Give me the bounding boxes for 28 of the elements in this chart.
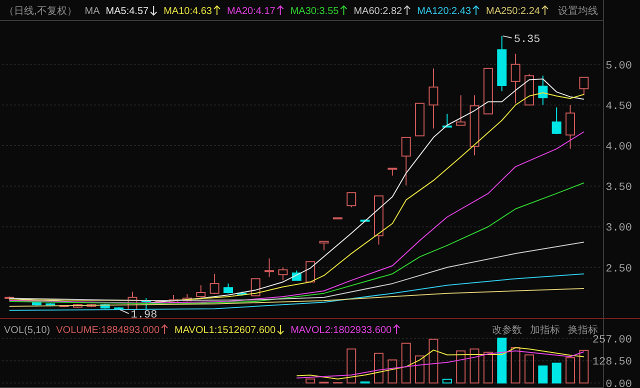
- y-tick-label: 2.50: [606, 263, 632, 276]
- y-tick-label: 4.50: [606, 100, 632, 113]
- annotation: 改参数: [492, 324, 522, 336]
- y-tick-label: 257.00: [592, 334, 632, 346]
- legend-label: MAVOL1:1512607.600: [174, 325, 276, 336]
- legend-label: MA5:4.57: [106, 6, 150, 17]
- legend-title: MA: [84, 6, 100, 17]
- text: 设置均线: [558, 5, 598, 17]
- chart-subtitle: （日线,不复权）: [4, 5, 77, 17]
- legend-label: MA60:2.82: [354, 6, 403, 17]
- y-tick-label: 3.00: [606, 222, 632, 235]
- annotation: 加指标: [530, 324, 560, 336]
- legend-label: MA10:4.63: [164, 6, 212, 17]
- annotation: 换指标: [568, 324, 598, 336]
- legend-label: MA20:4.17: [226, 6, 276, 17]
- y-tick-label: 128.50: [592, 356, 632, 369]
- legend-title: VOL(5,10): [4, 325, 50, 336]
- legend-label: MA30:3.55: [290, 6, 340, 17]
- legend-label: MA120:2.43: [417, 6, 472, 17]
- legend-label: MA250:2.24: [486, 6, 540, 17]
- y-tick-label: 4.00: [606, 142, 632, 154]
- annotation: 5.35: [514, 34, 540, 46]
- y-tick-label: 3.50: [606, 182, 632, 194]
- legend-label: MAVOL2:1802933.600: [290, 325, 392, 336]
- y-tick-label: 5.00: [606, 60, 632, 72]
- y-tick-label: 0.00: [606, 378, 632, 388]
- annotation: 1.98: [130, 310, 158, 322]
- legend-label: VOLUME:1884893.000: [56, 325, 160, 336]
